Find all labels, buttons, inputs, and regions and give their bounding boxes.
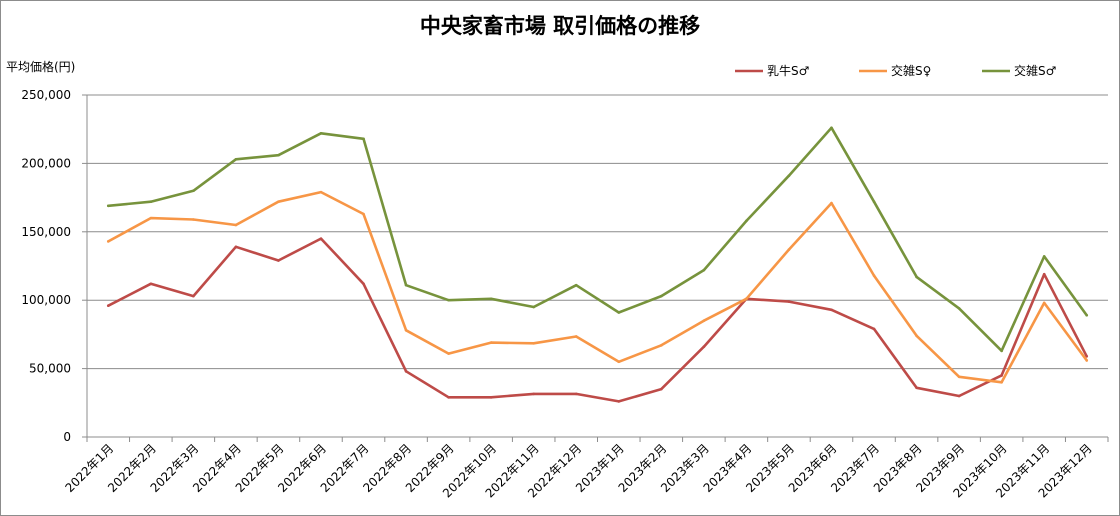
data-point	[532, 392, 535, 396]
legend-label: 交雑S♀	[891, 63, 931, 78]
data-point	[149, 216, 153, 220]
data-point	[957, 394, 961, 398]
data-point	[574, 283, 578, 287]
y-tick-label: 100,000	[21, 293, 71, 307]
data-point	[1085, 313, 1089, 317]
data-point	[277, 259, 280, 262]
chart-title: 中央家畜市場 取引価格の推移	[420, 14, 700, 38]
data-point	[404, 370, 408, 373]
data-point	[362, 212, 365, 216]
data-point	[489, 396, 493, 399]
data-point	[1042, 272, 1046, 276]
y-tick-label: 200,000	[21, 156, 71, 170]
data-point	[319, 190, 323, 194]
y-tick-label: 150,000	[21, 225, 71, 239]
legend: 乳牛S♂ 交雑S♀ 交雑S♂	[735, 63, 1056, 78]
data-point	[192, 189, 195, 193]
data-point	[957, 375, 961, 379]
data-point	[787, 300, 791, 303]
y-axis-label: 平均価格(円)	[6, 59, 75, 74]
data-point	[1085, 354, 1089, 358]
data-point	[1000, 374, 1003, 377]
data-point	[617, 311, 621, 314]
data-point	[234, 157, 238, 161]
data-point	[404, 328, 408, 332]
data-point	[617, 400, 621, 403]
series-line-1	[107, 237, 1088, 403]
data-point	[319, 132, 323, 135]
data-point	[277, 200, 280, 204]
data-point	[1042, 301, 1046, 305]
gridlines	[87, 94, 1108, 370]
data-point	[702, 268, 706, 272]
data-point	[830, 201, 833, 205]
data-point	[872, 200, 876, 204]
data-point	[1000, 380, 1003, 384]
data-point	[702, 319, 706, 323]
axes	[82, 94, 1109, 442]
legend-label: 乳牛S♂	[767, 63, 809, 78]
data-point	[915, 275, 918, 279]
data-point	[234, 223, 238, 227]
data-point	[660, 344, 663, 347]
data-point	[489, 341, 493, 344]
data-point	[1085, 359, 1089, 362]
data-point	[149, 282, 153, 286]
data-point	[660, 387, 663, 391]
data-point	[787, 174, 791, 178]
data-point	[745, 297, 748, 301]
data-point	[106, 240, 110, 243]
data-point	[574, 335, 578, 338]
data-point	[574, 392, 578, 396]
data-point	[787, 248, 791, 251]
data-point	[617, 360, 621, 364]
data-point	[192, 294, 195, 298]
data-point	[106, 204, 110, 208]
data-point	[1042, 255, 1046, 258]
data-point	[745, 219, 748, 223]
y-tick-label: 0	[63, 430, 71, 444]
data-point	[660, 294, 663, 298]
data-point	[702, 345, 706, 349]
data-point	[532, 305, 535, 309]
data-point	[957, 307, 961, 310]
series-line-3	[107, 126, 1088, 353]
x-tick-labels: 2022年1月2022年2月2022年3月2022年4月2022年5月2022年…	[63, 441, 1095, 500]
data-point	[192, 218, 195, 221]
data-point	[149, 200, 153, 204]
data-point	[319, 237, 323, 240]
data-point	[447, 298, 450, 302]
data-point	[1000, 349, 1003, 353]
data-point	[915, 386, 918, 390]
data-point	[872, 274, 876, 277]
data-point	[234, 245, 238, 249]
data-point	[532, 341, 535, 345]
y-tick-labels: 0 50,000 100,000 150,000 200,000 250,000	[21, 88, 71, 444]
y-tick-label: 50,000	[29, 362, 71, 376]
data-point	[872, 327, 876, 331]
data-point	[362, 282, 365, 286]
y-tick-label: 250,000	[21, 88, 71, 102]
data-point	[362, 137, 365, 141]
data-point	[404, 283, 408, 287]
legend-label: 交雑S♂	[1014, 63, 1056, 78]
data-point	[277, 153, 280, 157]
data-point	[447, 396, 450, 399]
data-point	[830, 126, 833, 130]
data-point	[489, 297, 493, 301]
data-point	[106, 304, 110, 307]
series-lines	[106, 126, 1089, 403]
data-point	[915, 334, 918, 338]
data-point	[447, 352, 450, 355]
series-line-2	[107, 190, 1088, 384]
data-point	[830, 308, 833, 312]
